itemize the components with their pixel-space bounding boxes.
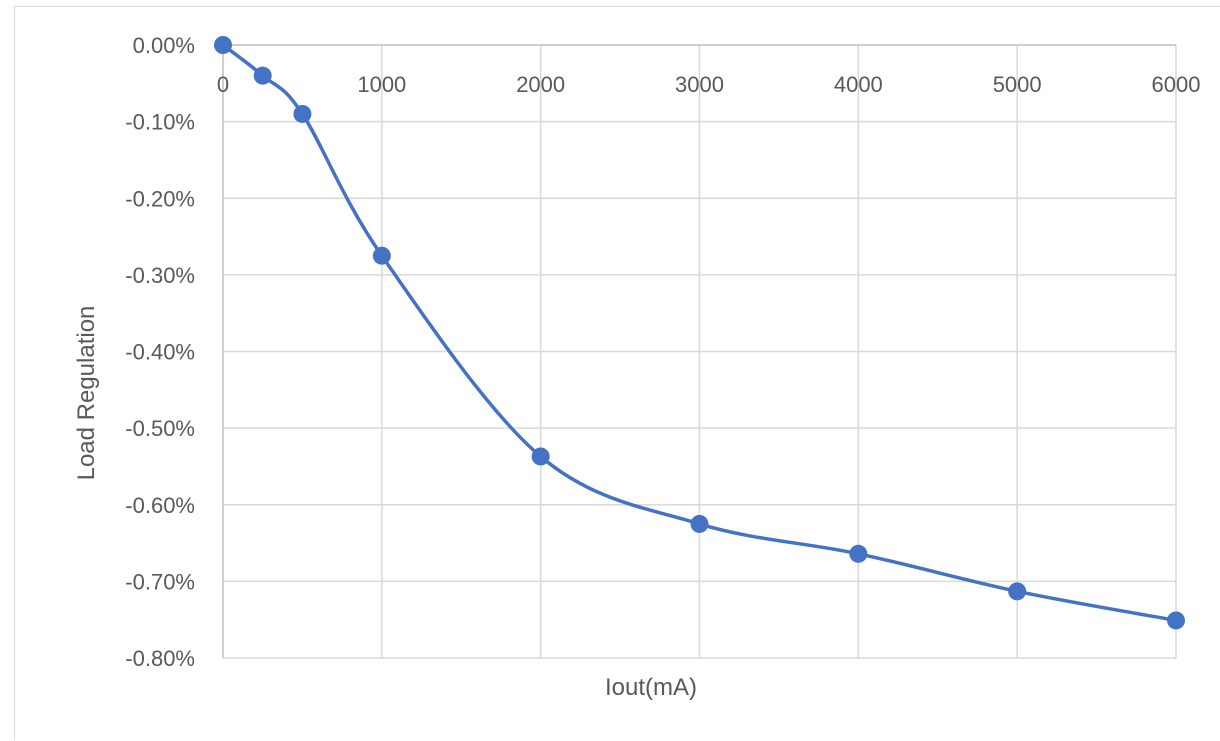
x-tick-label: 2000: [516, 72, 565, 97]
x-tick-label: 4000: [834, 72, 883, 97]
y-tick-label: -0.30%: [125, 263, 195, 288]
y-tick-label: -0.20%: [125, 186, 195, 211]
y-tick-label: -0.70%: [125, 569, 195, 594]
chart-frame: 0.00% -0.10% -0.20% -0.30% -0.40% -0.50% -0.60…: [14, 6, 1220, 740]
y-tick-label: -0.60%: [125, 493, 195, 518]
x-tick-label: 6000: [1152, 72, 1201, 97]
axes: [222, 44, 1176, 658]
data-point-5: [690, 514, 709, 533]
data-point-2: [293, 104, 312, 123]
data-point-7: [1008, 582, 1027, 601]
x-tick-label: 1000: [357, 72, 406, 97]
series-layer: [214, 36, 1185, 630]
data-point-8: [1167, 611, 1185, 630]
x-tick-label: 3000: [675, 72, 724, 97]
y-axis-title: Load Regulation: [73, 306, 100, 481]
data-point-1: [253, 66, 272, 85]
y-tick-label: -0.50%: [125, 416, 195, 441]
data-point-4: [531, 447, 550, 466]
y-gridlines: [223, 120, 1176, 659]
data-point-0: [214, 36, 232, 54]
x-tick-labels: 0 1000 2000 3000 4000 5000 6000: [217, 72, 1201, 97]
x-tick-label: 5000: [993, 72, 1042, 97]
y-tick-label: 0.00%: [133, 33, 195, 58]
x-tick-label: 0: [217, 72, 229, 97]
data-point-3: [372, 246, 391, 265]
y-tick-label: -0.10%: [125, 110, 195, 135]
y-tick-label: -0.40%: [125, 340, 195, 365]
x-axis-title: Iout(mA): [605, 674, 697, 701]
data-point-6: [849, 544, 868, 563]
y-tick-label: -0.80%: [125, 646, 195, 671]
load-regulation-chart: 0.00% -0.10% -0.20% -0.30% -0.40% -0.50% -0.60…: [73, 33, 1201, 701]
y-tick-labels: 0.00% -0.10% -0.20% -0.30% -0.40% -0.50% -0.60…: [125, 33, 195, 671]
